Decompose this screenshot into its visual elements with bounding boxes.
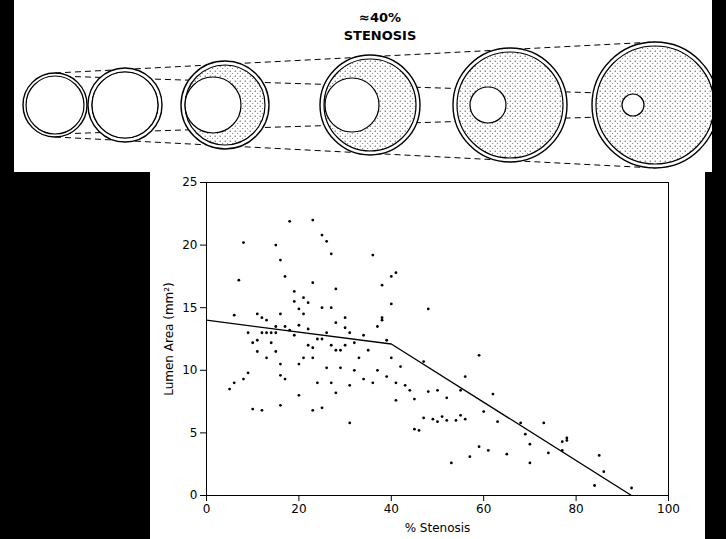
svg-text:STENOSIS: STENOSIS (344, 28, 417, 43)
svg-text:10: 10 (182, 363, 197, 377)
svg-text:5: 5 (190, 426, 198, 440)
svg-text:0: 0 (203, 502, 211, 516)
svg-text:20: 20 (291, 502, 306, 516)
svg-text:Lumen Area (mm²): Lumen Area (mm²) (162, 282, 176, 396)
svg-text:80: 80 (568, 502, 583, 516)
svg-text:≈40%: ≈40% (359, 10, 401, 25)
svg-text:60: 60 (476, 502, 491, 516)
svg-text:% Stenosis: % Stenosis (405, 521, 471, 535)
svg-text:40: 40 (384, 502, 399, 516)
svg-text:25: 25 (182, 175, 197, 189)
svg-text:15: 15 (182, 301, 197, 315)
svg-text:100: 100 (657, 502, 680, 516)
svg-text:0: 0 (190, 488, 198, 502)
svg-text:20: 20 (182, 238, 197, 252)
